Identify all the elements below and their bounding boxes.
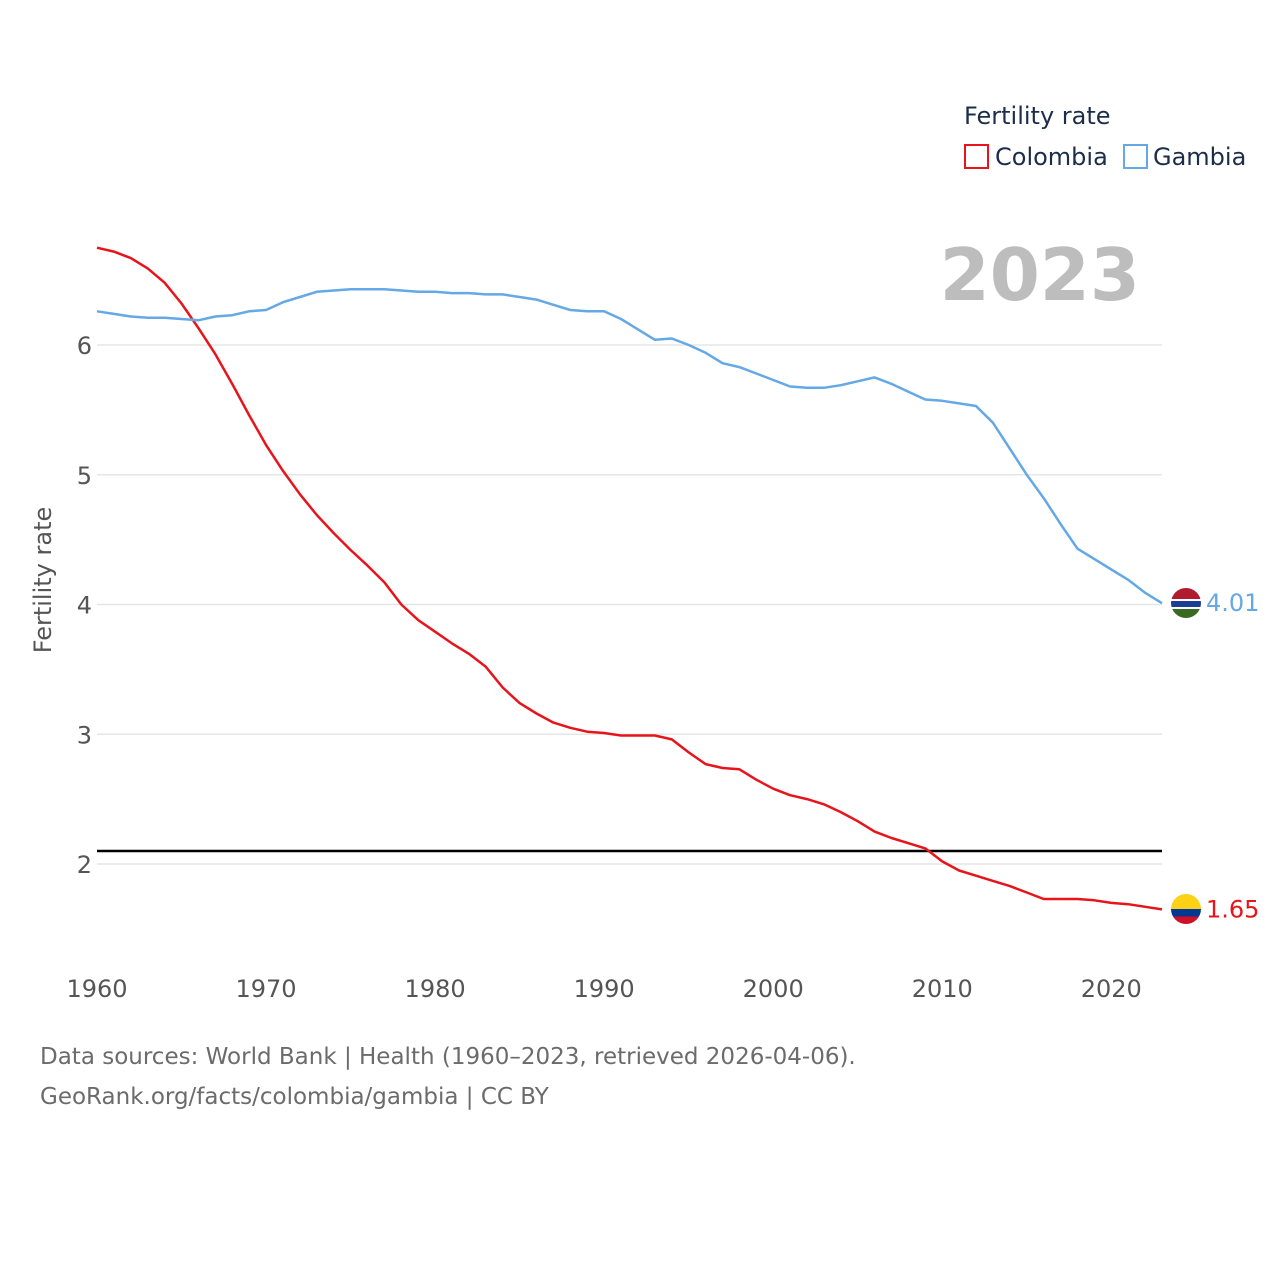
- y-tick-label: 3: [77, 721, 92, 749]
- legend-label-colombia: Colombia: [995, 143, 1108, 171]
- legend-label-gambia: Gambia: [1153, 143, 1246, 171]
- legend-swatch-gambia: [1123, 144, 1148, 169]
- gridlines: [97, 344, 1162, 865]
- x-tick-label: 2010: [912, 975, 973, 1003]
- data-source-note: Data sources: World Bank | Health (1960–…: [40, 1044, 856, 1070]
- y-tick-label: 4: [77, 592, 92, 620]
- line-chart: 2 3 4 5 6 1960 1970 1980 1990 2000 2010 2020 Ferti…: [29, 102, 1259, 1003]
- x-tick-label: 2000: [743, 975, 804, 1003]
- y-tick-label: 5: [77, 462, 92, 490]
- x-tick-label: 1980: [405, 975, 466, 1003]
- y-tick-label: 6: [77, 332, 92, 360]
- y-tick-label: 2: [77, 851, 92, 879]
- legend-title: Fertility rate: [964, 102, 1111, 130]
- legend-swatch-colombia: [964, 144, 989, 169]
- series-line-colombia: [96, 246, 1163, 911]
- end-labels: 1.65 4.01: [1206, 589, 1259, 923]
- credit-line: GeoRank.org/facts/colombia/gambia | CC B…: [40, 1084, 549, 1110]
- year-watermark: 2023: [940, 233, 1140, 317]
- gambia-flag-icon: [1171, 588, 1201, 618]
- legend: Fertility rate Colombia Gambia: [964, 102, 1246, 171]
- x-tick-label: 2020: [1081, 975, 1142, 1003]
- end-label-gambia: 4.01: [1206, 589, 1259, 617]
- x-axis-ticks: 1960 1970 1980 1990 2000 2010 2020: [66, 975, 1141, 1003]
- x-tick-label: 1970: [236, 975, 297, 1003]
- series-line-gambia: [96, 287, 1163, 605]
- y-axis-ticks: 2 3 4 5 6: [77, 332, 92, 879]
- x-tick-label: 1960: [66, 975, 127, 1003]
- colombia-flag-icon: [1171, 894, 1201, 924]
- y-axis-title: Fertility rate: [29, 507, 57, 654]
- end-label-colombia: 1.65: [1206, 895, 1259, 923]
- x-tick-label: 1990: [574, 975, 635, 1003]
- series-lines: [96, 246, 1163, 911]
